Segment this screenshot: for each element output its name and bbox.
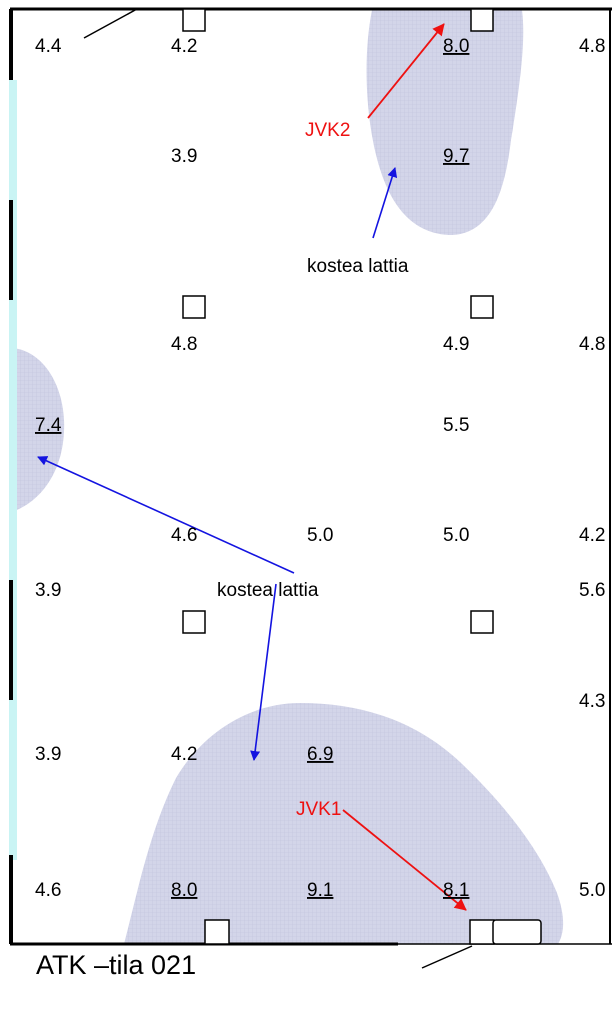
damp-floor-label-top: kostea lattia bbox=[307, 256, 409, 277]
column-box bbox=[182, 610, 206, 634]
measurement-value: 5.6 bbox=[579, 580, 605, 601]
measurement-value: 4.4 bbox=[35, 36, 62, 57]
room-caption: ATK –tila 021 bbox=[36, 950, 197, 980]
window-strip bbox=[9, 80, 17, 860]
measurement-value: 3.9 bbox=[35, 580, 61, 601]
measurement-value: 4.2 bbox=[579, 525, 605, 546]
measurement-value: 7.4 bbox=[35, 415, 62, 436]
measurement-value: 9.1 bbox=[307, 880, 333, 901]
measurement-value: 4.2 bbox=[171, 36, 197, 57]
measurement-value: 5.5 bbox=[443, 415, 469, 436]
walls bbox=[9, 7, 612, 946]
measurement-value: 4.8 bbox=[579, 36, 605, 57]
measurement-value: 4.6 bbox=[35, 880, 61, 901]
measurement-value: 5.0 bbox=[307, 525, 333, 546]
measurement-values: 4.4 4.2 8.0 4.8 3.9 9.7 4.8 4.9 4.8 7.4 … bbox=[35, 36, 605, 901]
measurement-value: 4.2 bbox=[171, 744, 197, 765]
measurement-value: 4.8 bbox=[579, 334, 605, 355]
measurement-value: 5.0 bbox=[443, 525, 469, 546]
measurement-value: 8.1 bbox=[443, 880, 469, 901]
column-box bbox=[469, 919, 495, 945]
column-box bbox=[470, 295, 494, 319]
leader-line-top bbox=[83, 8, 138, 39]
measurement-value: 4.6 bbox=[171, 525, 197, 546]
damp-area-left bbox=[12, 348, 65, 512]
measurement-value: 5.0 bbox=[579, 880, 605, 901]
measurement-value: 9.7 bbox=[443, 146, 469, 167]
damp-floor-label-middle: kostea lattia bbox=[217, 580, 319, 601]
damp-area-bottom bbox=[124, 703, 564, 944]
measurement-value: 4.8 bbox=[171, 334, 197, 355]
measurement-value: 3.9 bbox=[35, 744, 61, 765]
measurement-value: 4.3 bbox=[579, 691, 605, 712]
column-box bbox=[182, 295, 206, 319]
measurement-value: 3.9 bbox=[171, 146, 197, 167]
measurement-value: 6.9 bbox=[307, 744, 333, 765]
column-box bbox=[470, 8, 494, 32]
measurement-value: 4.9 bbox=[443, 334, 469, 355]
sensor-label-jvk2: JVK2 bbox=[305, 120, 350, 141]
sensor-label-jvk1: JVK1 bbox=[296, 799, 341, 820]
measurement-value: 8.0 bbox=[171, 880, 197, 901]
column-box bbox=[204, 919, 230, 945]
measurement-value: 8.0 bbox=[443, 36, 469, 57]
column-box bbox=[470, 610, 494, 634]
column-box bbox=[182, 8, 206, 32]
pointer-arrows-red bbox=[342, 23, 467, 911]
column-box bbox=[492, 919, 542, 945]
leader-line-bottom bbox=[421, 945, 473, 969]
damp-area-top-right bbox=[366, 10, 524, 235]
pointer-arrows-blue bbox=[37, 167, 398, 761]
